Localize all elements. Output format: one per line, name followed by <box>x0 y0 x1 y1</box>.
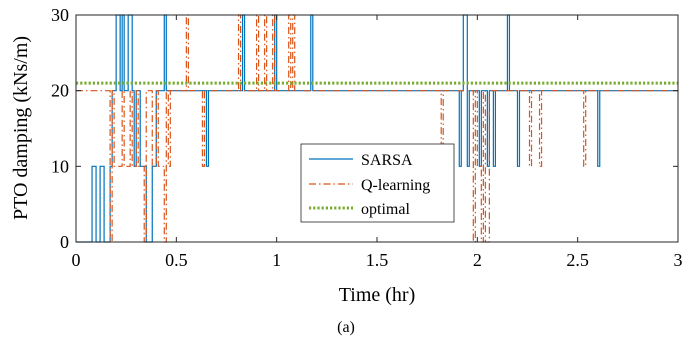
x-axis-label: Time (hr) <box>339 284 415 306</box>
x-tick-label: 1.5 <box>366 250 389 270</box>
y-tick-label: 10 <box>51 156 69 176</box>
legend: SARSA Q-learning optimal <box>300 143 455 223</box>
series-line-sarsa <box>76 14 678 243</box>
y-axis-label: PTO damping (kNs/m) <box>10 36 32 220</box>
x-tick-label: 3 <box>674 250 683 270</box>
x-tick-label: 0.5 <box>165 250 188 270</box>
legend-label-optimal: optimal <box>361 201 410 218</box>
x-tick-label: 0 <box>72 250 81 270</box>
y-tick-label: 0 <box>60 232 69 252</box>
legend-label-sarsa: SARSA <box>361 152 413 169</box>
x-tick-label: 2 <box>473 250 482 270</box>
figure-caption: (a) <box>337 319 355 336</box>
x-tick-label: 2.5 <box>566 250 589 270</box>
y-tick-label: 30 <box>51 5 69 25</box>
x-tick-label: 1 <box>272 250 281 270</box>
legend-label-q-learning: Q-learning <box>361 177 430 194</box>
y-tick-label: 20 <box>51 81 69 101</box>
